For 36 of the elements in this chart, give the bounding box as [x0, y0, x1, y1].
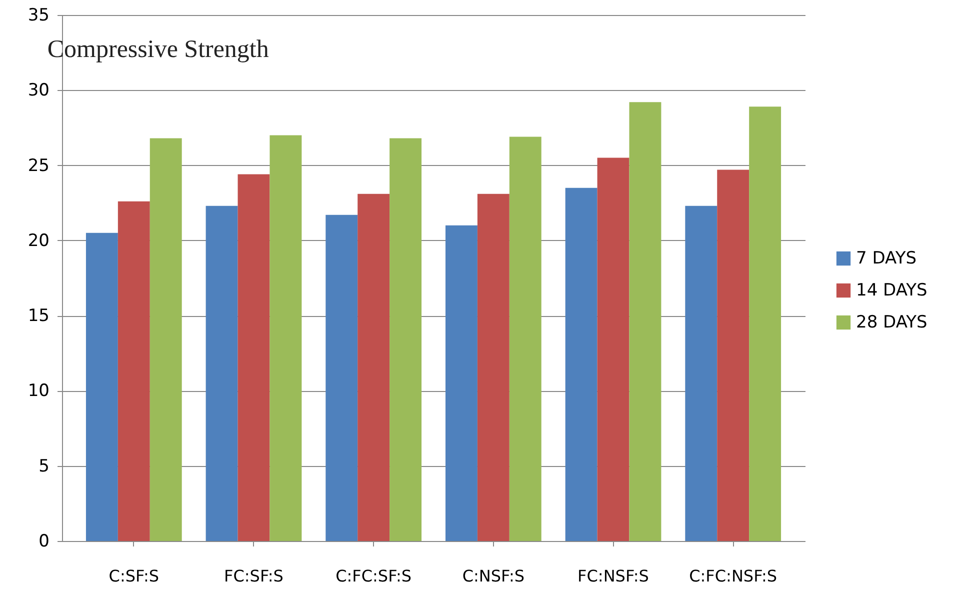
- bar: [358, 194, 390, 541]
- bar: [717, 170, 750, 541]
- bar: [326, 214, 358, 541]
- bar: [206, 206, 238, 541]
- legend-label: 14 DAYS: [856, 280, 928, 300]
- x-tick-label: FC:SF:S: [224, 566, 284, 586]
- y-tick-label: 20: [28, 230, 50, 251]
- y-tick-label: 25: [28, 156, 50, 176]
- y-tick-label: 0: [38, 532, 50, 552]
- y-tick-label: 5: [38, 456, 50, 476]
- x-tick-label: C:SF:S: [108, 566, 160, 586]
- bar: [685, 206, 718, 541]
- x-tick-label: C:FC:SF:S: [336, 566, 412, 586]
- bar: [150, 138, 182, 541]
- x-tick-label: C:FC:NSF:S: [689, 566, 778, 586]
- bar: [390, 138, 422, 541]
- y-tick-label: 10: [28, 381, 50, 402]
- legend-label: 7 DAYS: [856, 248, 916, 268]
- bar: [445, 225, 478, 541]
- text: Compressive Strength: [47, 36, 270, 63]
- y-tick-label: 35: [28, 6, 50, 26]
- bar: [565, 188, 598, 541]
- bar: [597, 158, 630, 541]
- x-tick-label: C:NSF:S: [462, 566, 525, 586]
- bar: [270, 135, 302, 541]
- x-tick-label: FC:NSF:S: [578, 566, 649, 586]
- legend-label: 28 DAYS: [856, 312, 928, 332]
- y-tick-label: 30: [28, 80, 50, 101]
- y-tick-label: 15: [28, 306, 50, 326]
- bar: [118, 201, 150, 541]
- bar: [477, 194, 510, 541]
- bar: [629, 102, 662, 541]
- bar: [749, 106, 782, 541]
- bar: [509, 136, 542, 541]
- bar: [86, 232, 118, 541]
- bar: [238, 174, 270, 541]
